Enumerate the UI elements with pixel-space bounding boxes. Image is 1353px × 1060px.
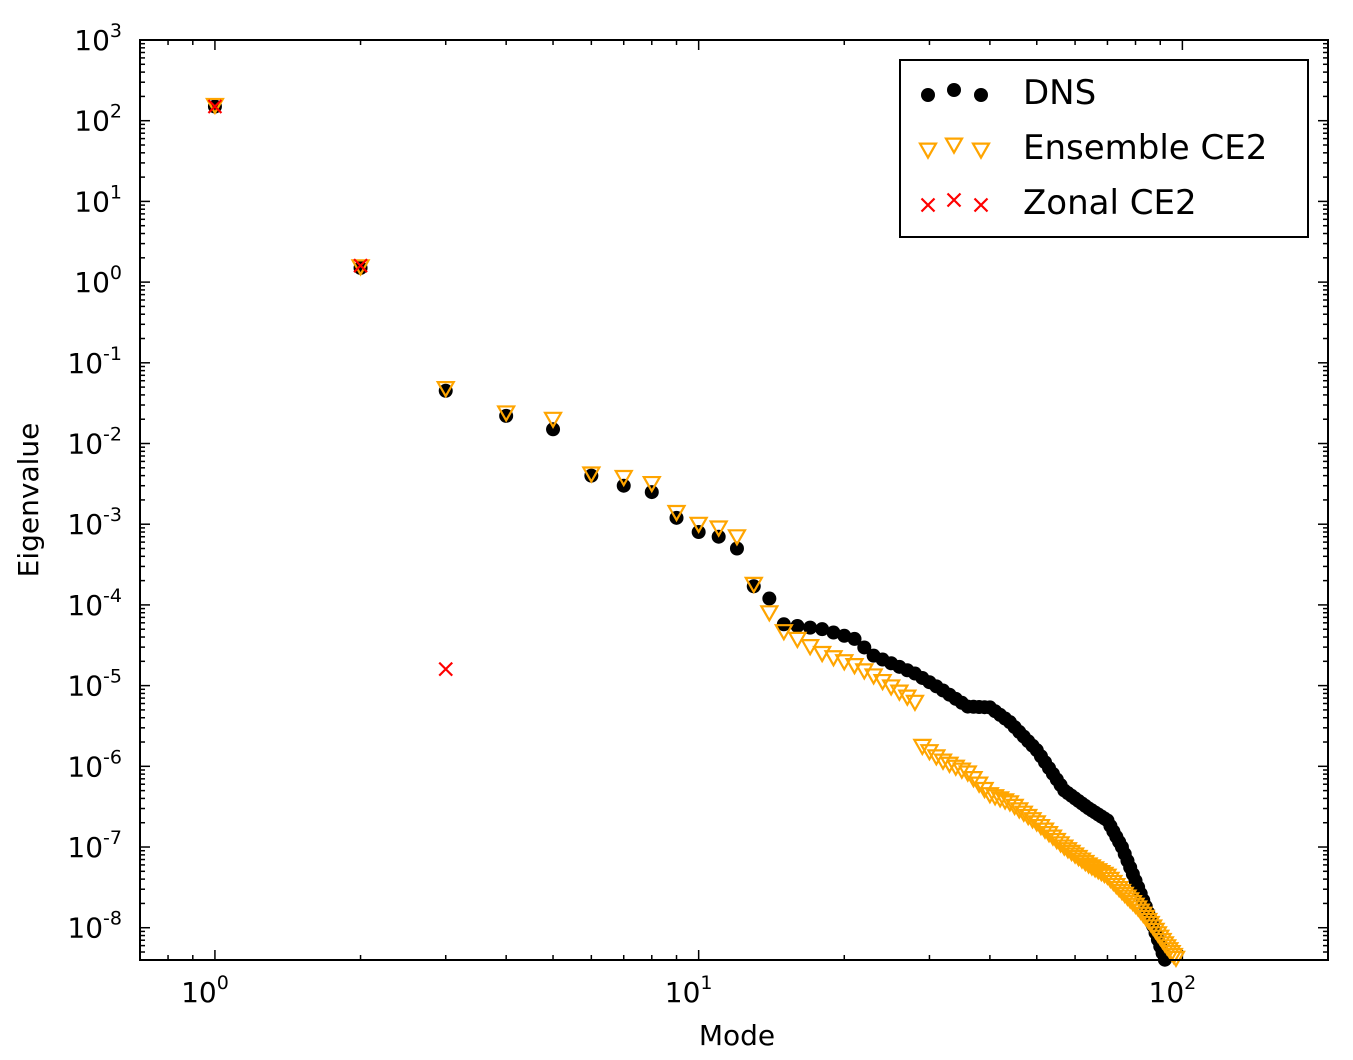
data-point	[969, 776, 990, 794]
y-tick-label: 103	[74, 20, 122, 57]
y-tick-label: 10-4	[67, 585, 122, 622]
x-tick-label: 101	[665, 972, 713, 1009]
data-point	[581, 466, 602, 484]
legend-marker	[946, 192, 962, 208]
data-point	[951, 762, 972, 780]
data-point	[543, 411, 563, 430]
data-point	[963, 771, 984, 789]
y-tick-label: 100	[74, 262, 122, 299]
x-tick-label: 102	[1149, 972, 1197, 1009]
data-point	[759, 605, 780, 623]
data-point	[847, 631, 862, 646]
data-point	[496, 405, 517, 423]
legend-label-zonal-ce2: Zonal CE2	[1023, 183, 1197, 223]
data-point	[688, 516, 709, 535]
data-point	[1088, 863, 1109, 881]
data-point	[438, 383, 453, 398]
data-point	[746, 579, 761, 594]
x-tick-label: 100	[181, 972, 229, 1009]
y-tick-label: 102	[74, 101, 122, 138]
y-tick-label: 10-7	[67, 827, 122, 864]
data-point	[872, 673, 893, 692]
data-point	[897, 689, 918, 707]
legend-marker	[921, 88, 935, 102]
data-point	[957, 765, 978, 783]
y-axis-title: Eigenvalue	[12, 423, 45, 578]
y-tick-label: 10-5	[67, 666, 122, 703]
legend-marker	[974, 88, 988, 102]
data-point	[889, 684, 910, 702]
data-point	[641, 475, 662, 494]
legend-frame	[899, 59, 1309, 238]
data-point	[350, 259, 371, 277]
data-point	[803, 620, 818, 635]
y-tick-label: 10-2	[67, 424, 122, 461]
legend-marker	[918, 142, 938, 160]
legend-marker	[944, 137, 964, 155]
legend-marker	[947, 83, 961, 97]
data-point	[919, 744, 940, 762]
legend: DNS Ensemble CE2 Zonal CE2	[899, 59, 1309, 238]
data-point	[353, 260, 368, 275]
data-point	[207, 99, 223, 114]
plot-frame	[139, 39, 1329, 961]
data-point	[584, 468, 599, 483]
data-point	[863, 668, 884, 686]
data-point	[708, 520, 729, 538]
data-point	[727, 529, 747, 547]
y-tick-label: 10-1	[67, 343, 122, 380]
data-point	[854, 663, 875, 681]
legend-marker	[920, 197, 936, 213]
data-point	[353, 258, 368, 273]
data-point	[1166, 950, 1186, 969]
data-point	[790, 619, 805, 633]
legend-marker	[971, 142, 991, 160]
legend-label-ensemble-ce2: Ensemble CE2	[1023, 128, 1267, 168]
data-point	[729, 541, 744, 556]
y-tick-label: 10-6	[67, 746, 122, 783]
data-point	[881, 679, 902, 697]
data-point	[815, 622, 830, 637]
data-point	[826, 625, 841, 640]
data-point	[912, 738, 933, 757]
data-point	[435, 381, 456, 399]
data-point	[438, 661, 454, 677]
data-point	[205, 97, 225, 116]
legend-label-dns: DNS	[1023, 73, 1096, 113]
series-ensemble-ce2	[205, 97, 1186, 969]
data-point	[905, 694, 925, 713]
data-point	[995, 793, 1015, 811]
data-point	[666, 504, 687, 523]
data-point	[933, 753, 953, 771]
legend-marker	[973, 197, 989, 213]
y-tick-label: 10-8	[67, 908, 122, 945]
legend-markers	[918, 83, 991, 213]
data-point	[762, 591, 777, 606]
data-point	[546, 422, 561, 437]
data-point	[857, 640, 872, 655]
y-tick-label: 10-3	[67, 504, 122, 541]
axis-tick-labels: 100 101 102 103 102 101 100 10-1 10-2 10-3 10-4 10-…	[67, 20, 1196, 1009]
data-point	[743, 576, 764, 595]
series-zonal-ce2	[207, 99, 454, 677]
x-axis-title: Mode	[699, 1019, 775, 1052]
y-tick-label: 101	[74, 181, 122, 218]
data-point	[613, 469, 634, 488]
